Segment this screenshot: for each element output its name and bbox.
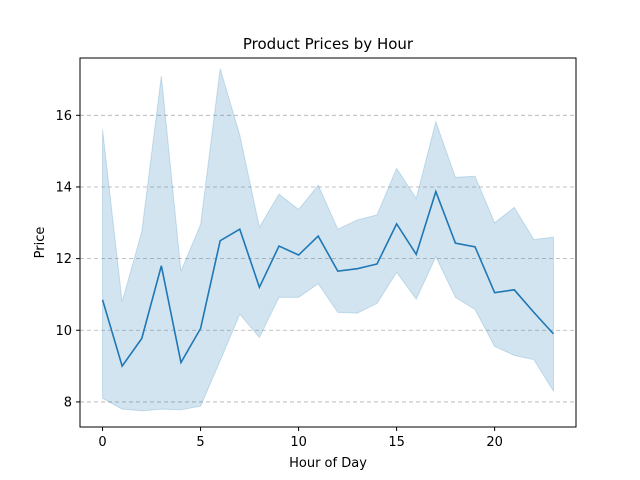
confidence-band (102, 68, 554, 412)
y-tick-label: 14 (55, 180, 72, 195)
y-tick-label: 10 (55, 324, 72, 339)
x-tick-label: 0 (98, 435, 106, 450)
x-tick-label: 10 (290, 435, 307, 450)
x-tick-label: 5 (196, 435, 204, 450)
x-axis-ticks: 0 5 10 15 20 (98, 427, 503, 450)
y-tick-label: 12 (55, 252, 72, 267)
x-axis-label: Hour of Day (289, 456, 367, 471)
chart-title: Product Prices by Hour (243, 35, 414, 53)
x-tick-label: 20 (486, 435, 503, 450)
y-tick-label: 8 (64, 395, 72, 410)
plot-area-frame (79, 57, 577, 428)
y-axis-ticks: 8 10 12 14 16 (55, 109, 80, 410)
y-tick-label: 16 (55, 109, 72, 124)
x-tick-label: 15 (388, 435, 405, 450)
confidence-band-layer (102, 68, 554, 412)
mean-line-layer (101, 189, 555, 368)
y-axis-label: Price (33, 227, 48, 259)
grid-lines (80, 114, 576, 403)
mean-price-line (101, 189, 555, 368)
